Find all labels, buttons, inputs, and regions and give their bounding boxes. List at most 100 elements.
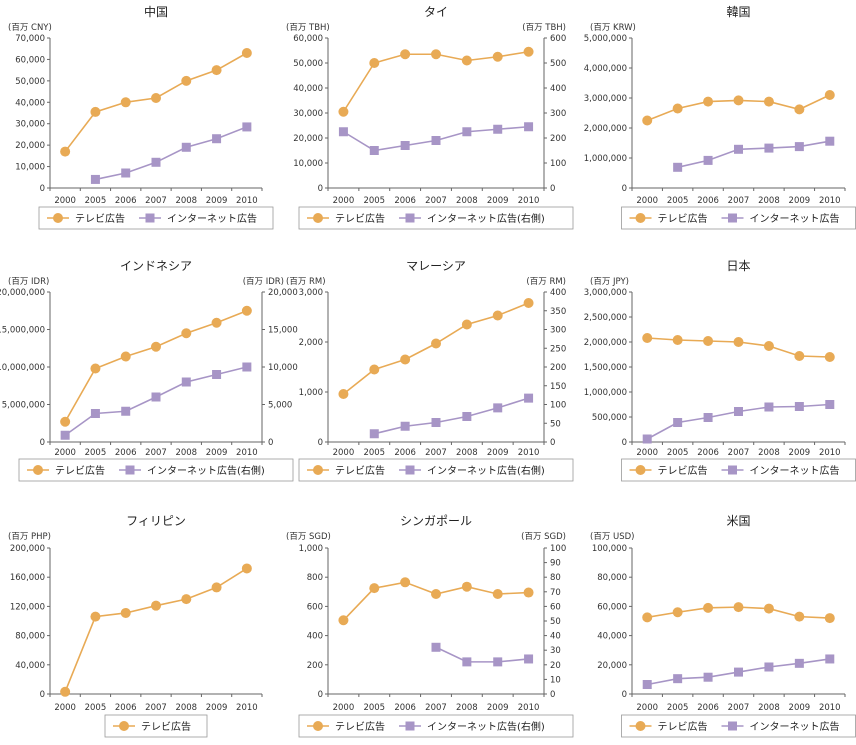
panel-title: 米国: [726, 514, 750, 528]
legend-box: [104, 714, 208, 738]
tv-data-point: [794, 351, 805, 361]
x-tick-label: 2008: [456, 448, 478, 458]
tv-data-point: [461, 319, 472, 330]
tv-data-point: [338, 106, 349, 117]
tv-data-point: [824, 613, 835, 624]
y2-tick-label: 350: [550, 307, 566, 317]
legend-internet-marker: [405, 721, 415, 731]
legend-label: インターネット広告(右側): [147, 464, 265, 477]
x-tick-label: 2005: [363, 703, 385, 713]
internet-data-point: [703, 672, 713, 682]
y-tick-label: 10,000: [15, 163, 45, 173]
internet-data-point: [703, 413, 713, 422]
internet-data-point: [90, 174, 100, 184]
y2-tick-label: 50: [550, 419, 561, 429]
x-tick-label: 2007: [728, 448, 750, 458]
x-tick-label: 2009: [487, 448, 509, 458]
legend-tv-marker: [635, 721, 646, 731]
legend-tv-marker: [313, 721, 323, 731]
y-tick-label: 2,000: [299, 338, 323, 348]
panel-title: 中国: [144, 4, 168, 19]
legend-label: インターネット広告: [167, 212, 257, 225]
panel-title: インドネシア: [120, 259, 192, 273]
panel-4: マレーシア (百万 RM) (百万 RM) 0 1,000 2,000 3,000 0 50 10…: [286, 259, 574, 482]
legend-label: テレビ広告: [75, 212, 125, 225]
internet-data-point: [673, 418, 683, 427]
x-tick-label: 2010: [236, 448, 258, 458]
legend: テレビ広告 インターネット広告(右側): [298, 206, 574, 230]
y2-tick-label: 100: [550, 159, 566, 169]
x-tick-label: 2007: [145, 196, 167, 206]
legend: テレビ広告 インターネット広告: [621, 714, 856, 738]
x-tick-label: 2000: [333, 196, 355, 206]
y2-tick-label: 20,000: [268, 288, 298, 298]
y2-tick-label: 100: [550, 544, 566, 554]
y-tick-label: 40,000: [293, 84, 323, 94]
x-tick-label: 2007: [425, 703, 447, 713]
x-tick-label: 2006: [394, 448, 416, 458]
internet-data-point: [242, 362, 252, 372]
y-tick-label: 3,000,000: [584, 288, 627, 298]
y-tick-label: 0: [318, 438, 323, 448]
internet-data-point: [764, 662, 774, 672]
y-tick-label: 0: [318, 690, 323, 700]
y2-tick-label: 30: [550, 646, 561, 656]
x-tick-label: 2009: [206, 448, 228, 458]
panel-title: 日本: [726, 259, 750, 273]
legend-tv-marker: [119, 721, 129, 731]
series-line-internet: [435, 646, 529, 663]
tv-data-point: [151, 600, 161, 611]
y-tick-label: 800: [307, 573, 323, 583]
y2-tick-label: 300: [550, 109, 566, 119]
x-tick-label: 2008: [758, 703, 780, 713]
y2-tick-label: 600: [550, 34, 566, 44]
legend-label: テレビ広告: [335, 212, 385, 225]
x-tick-label: 2008: [175, 703, 197, 713]
tv-data-point: [431, 588, 441, 599]
tv-data-point: [763, 341, 774, 351]
x-tick-label: 2008: [456, 196, 478, 206]
internet-data-point: [462, 657, 472, 667]
panel-1: タイ (百万 TBH) (百万 TBH) 0 10,000 20,000 30,000 40,…: [286, 5, 574, 230]
legend: テレビ広告 インターネット広告(右側): [298, 458, 574, 482]
panel-title: タイ: [424, 5, 448, 19]
x-tick-label: 2005: [667, 196, 689, 206]
internet-data-point: [181, 377, 191, 387]
tv-data-point: [523, 298, 534, 308]
internet-data-point: [242, 122, 252, 132]
internet-data-point: [121, 168, 131, 178]
x-tick-label: 2006: [697, 703, 719, 713]
y2-tick-label: 0: [550, 184, 555, 194]
tv-data-point: [338, 615, 349, 626]
x-tick-label: 2010: [819, 703, 841, 713]
tv-data-point: [90, 106, 101, 117]
tv-data-point: [120, 351, 131, 362]
legend-internet-marker: [405, 465, 415, 475]
y-tick-label: 3,000: [299, 288, 323, 298]
x-tick-label: 2010: [819, 448, 841, 458]
internet-data-point: [369, 429, 379, 439]
x-tick-label: 2008: [175, 196, 197, 206]
y2-tick-label: 250: [550, 344, 566, 354]
y-tick-label: 2,000,000: [584, 338, 627, 348]
tv-data-point: [60, 686, 71, 697]
legend-label: インターネット広告(右側): [427, 212, 545, 225]
legend-label: インターネット広告: [750, 464, 840, 477]
y-tick-label: 50,000: [293, 59, 323, 69]
y-tick-label: 30,000: [293, 109, 323, 119]
series-line-internet: [677, 140, 830, 169]
y2-tick-label: 200: [550, 363, 566, 373]
y-tick-label: 40,000: [15, 98, 45, 108]
panel-title: シンガポール: [400, 514, 472, 528]
x-tick-label: 2000: [54, 196, 76, 206]
internet-data-point: [431, 418, 441, 427]
tv-data-point: [763, 603, 774, 614]
tv-data-point: [211, 65, 222, 76]
legend-label: インターネット広告: [750, 720, 840, 733]
legend-internet-marker: [728, 213, 737, 223]
internet-data-point: [734, 667, 743, 677]
legend-tv-marker: [313, 465, 323, 475]
legend-label: テレビ広告: [658, 464, 708, 477]
internet-data-point: [181, 142, 191, 152]
